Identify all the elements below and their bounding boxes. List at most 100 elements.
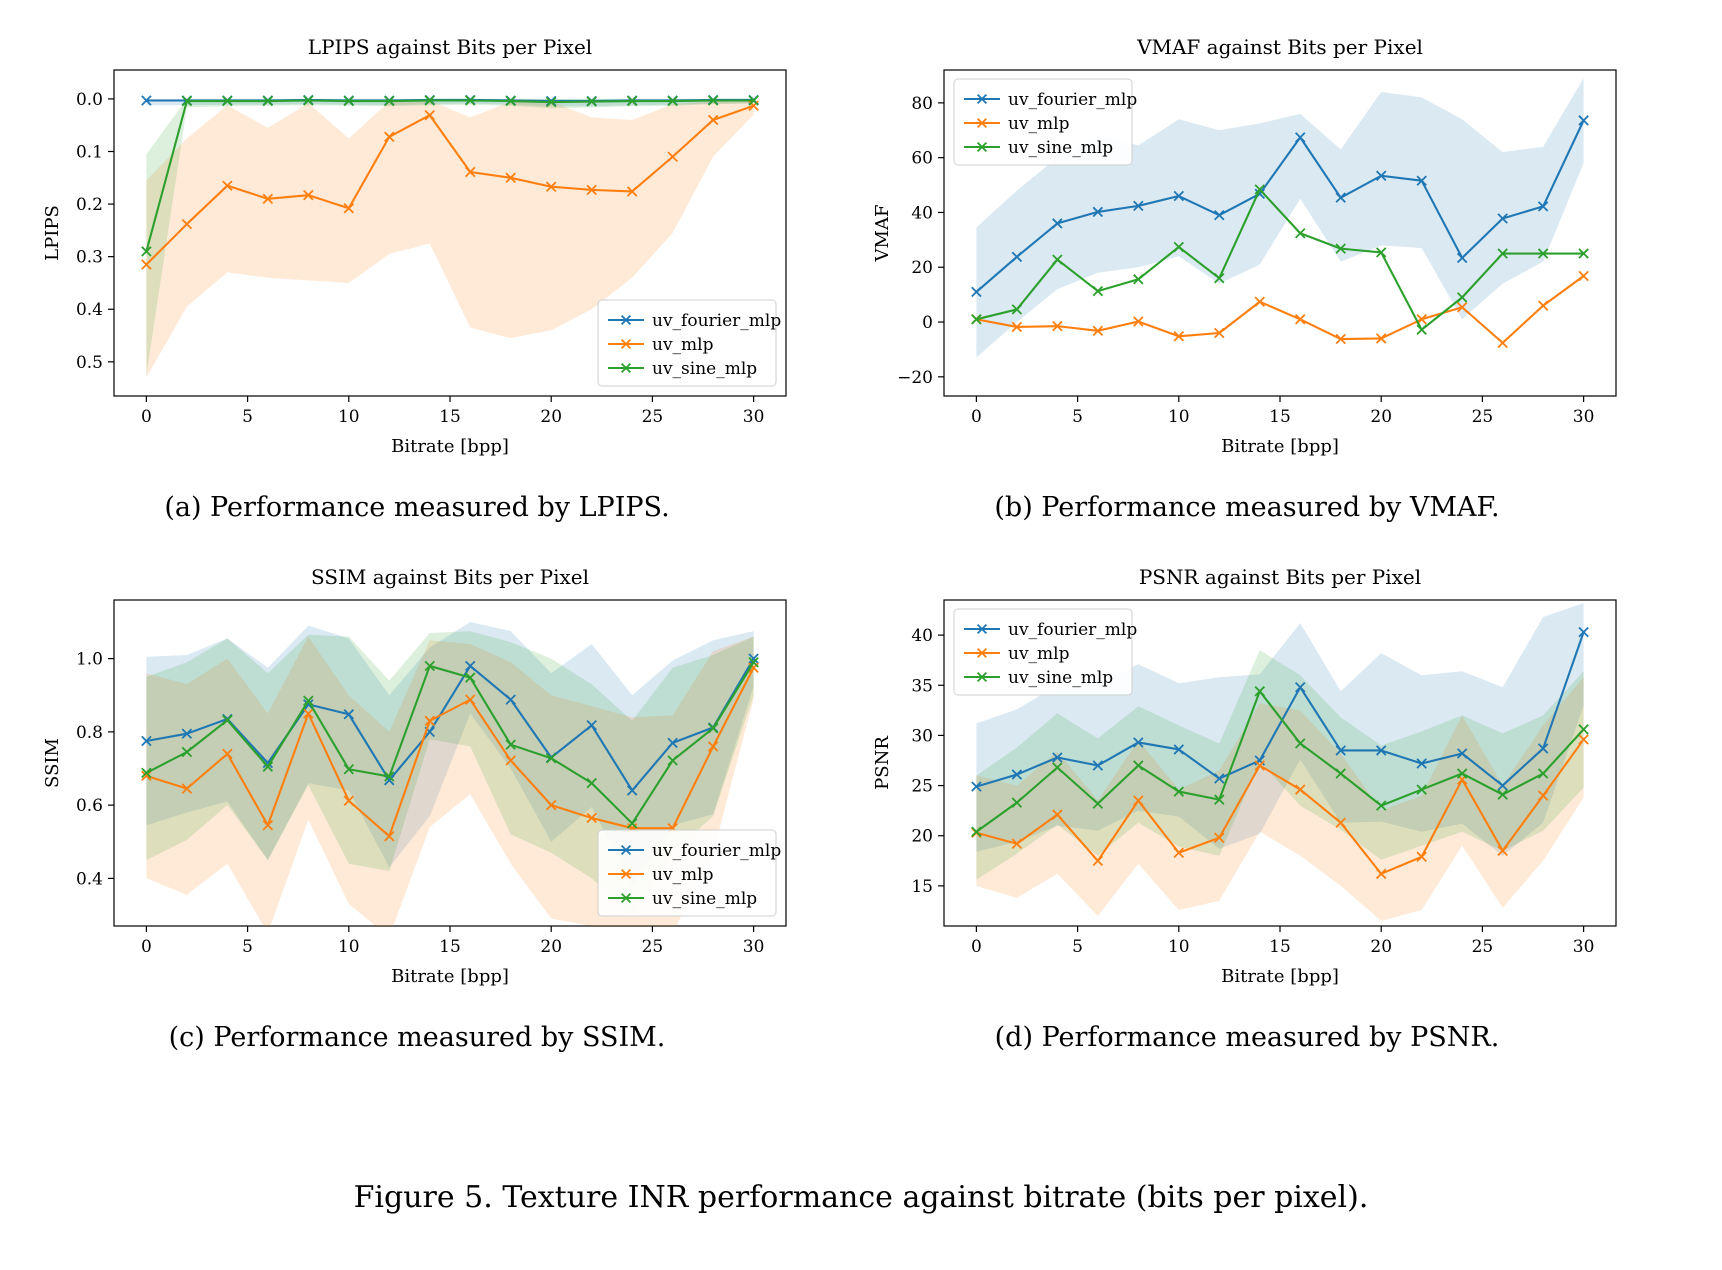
marker-stroke [505,172,516,184]
marker-stroke [1173,847,1185,859]
marker-stroke [1052,809,1063,820]
legend-box [953,78,1133,166]
data-point-marker [262,193,274,205]
marker-stroke [1537,201,1549,212]
marker-stroke [1011,321,1023,333]
marker-stroke [1133,316,1144,327]
confidence-band [146,100,754,378]
legend: uv_fourier_mlp uv_mlp uv_sine_mlp [597,829,781,917]
marker-stroke [1375,170,1387,181]
marker-stroke [465,95,476,106]
x-tick-label: 15 [1269,937,1291,957]
marker-stroke [262,193,274,205]
legend-label: uv_sine_mlp [652,359,757,379]
data-point-marker [384,95,395,107]
y-tick-label: 0.3 [76,248,103,268]
data-point-marker [222,180,233,191]
marker-stroke [1052,320,1063,332]
marker-stroke [141,735,152,747]
data-point-marker [384,131,395,143]
data-point-marker [1456,768,1468,779]
x-tick-label: 10 [1168,407,1190,427]
marker-stroke [141,770,152,782]
y-tick-label: 0.4 [76,300,103,320]
x-axis-label: Bitrate [bpp] [1221,966,1339,987]
marker-stroke [1011,251,1023,263]
marker-stroke [1173,190,1185,202]
marker-stroke [1497,248,1508,259]
marker-stroke [1214,327,1225,339]
data-point-marker [1578,115,1589,126]
legend-marker [976,647,988,659]
data-point-marker [1335,768,1346,779]
legend: uv_fourier_mlp uv_mlp uv_sine_mlp [953,78,1137,166]
marker-stroke [1497,780,1508,791]
marker-stroke [1537,768,1549,779]
marker-stroke [626,186,638,197]
y-tick-label: 0.8 [76,723,103,743]
x-tick-label: 10 [338,407,360,427]
legend: uv_fourier_mlp uv_mlp uv_sine_mlp [597,299,781,387]
data-point-marker [626,95,638,107]
marker-stroke [1416,758,1427,769]
data-point-marker [141,767,152,779]
data-point-marker [1335,333,1346,345]
marker-stroke [545,753,557,764]
x-tick-label: 10 [1168,937,1190,957]
marker-stroke [1578,248,1589,259]
marker-stroke [1416,851,1427,863]
data-point-marker [1092,325,1104,337]
marker-stroke [181,783,193,794]
subcaption-c: (c) Performance measured by SSIM. [168,1022,666,1053]
data-point-marker [424,109,435,121]
marker-stroke [1295,784,1306,795]
data-point-marker [1052,320,1063,332]
legend-marker [620,362,632,374]
marker-stroke [343,95,355,107]
marker-stroke [1173,744,1185,755]
data-point-marker [1335,192,1346,203]
marker-stroke [971,781,982,792]
marker-stroke [1456,292,1468,303]
marker-stroke [1456,748,1468,759]
marker-stroke [262,820,274,831]
marker-stroke [1295,132,1306,143]
subcaption-b: (b) Performance measured by VMAF. [994,492,1500,523]
marker-stroke [1214,272,1225,284]
data-point-marker [465,660,476,672]
y-tick-label: 1.0 [76,650,103,670]
marker-stroke [1173,241,1185,253]
series-line-1 [975,119,1585,293]
data-point-marker [1052,218,1063,229]
marker-stroke [1214,794,1225,805]
legend-box [953,608,1133,696]
vmaf-chart-svg: VMAF against Bits per Pixel 0 5 10 15 20 25 30 −… [872,35,1617,457]
marker-stroke [1375,247,1387,258]
marker-stroke [1335,817,1346,828]
marker-stroke [1092,325,1104,337]
data-point-marker [586,777,597,789]
legend-box [597,299,777,387]
data-point-marker [1011,797,1023,808]
marker-stroke [586,96,597,107]
data-point-marker [1011,838,1023,849]
legend-label: uv_mlp [1008,114,1070,134]
data-point-marker [1133,200,1144,212]
data-point-marker [1375,800,1387,811]
data-point-marker [1133,316,1144,327]
data-point-marker [748,95,759,106]
marker-stroke [971,826,982,837]
data-point-marker [181,746,193,758]
data-point-marker [1416,784,1427,795]
data-point-marker [465,95,476,106]
marker-stroke [1497,789,1508,800]
marker-stroke [1537,248,1549,259]
marker-stroke [1214,773,1225,784]
x-tick-label: 5 [242,937,253,957]
legend-label: uv_sine_mlp [1008,138,1113,158]
x-tick-label: 0 [971,937,982,957]
data-point-marker [505,739,516,750]
data-point-marker [141,735,152,747]
data-point-marker [1416,175,1427,186]
data-point-marker [1011,321,1023,333]
